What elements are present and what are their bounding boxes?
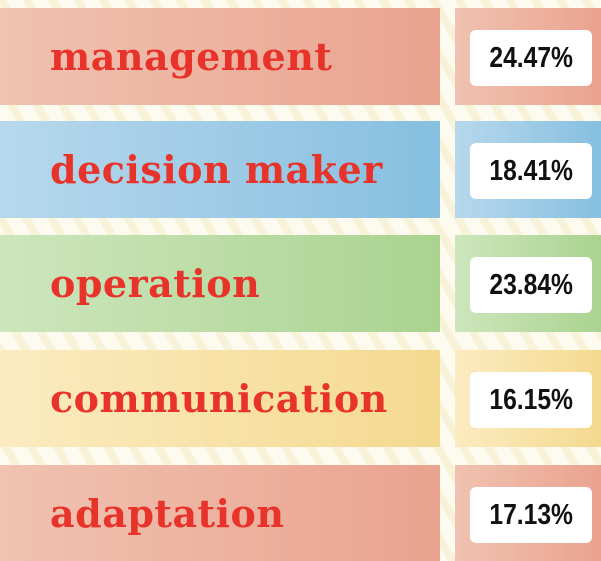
row: management 24.47% <box>0 8 601 105</box>
value-box: 24.47% <box>470 30 592 86</box>
row-label: management <box>50 34 333 79</box>
value-box: 18.41% <box>470 143 592 199</box>
value-box: 23.84% <box>470 257 592 313</box>
row-value: 17.13% <box>489 498 573 531</box>
label-band: operation <box>0 235 440 332</box>
label-band: adaptation <box>0 465 440 561</box>
value-band: 16.15% <box>455 350 601 447</box>
label-band: management <box>0 8 440 105</box>
value-box: 16.15% <box>470 372 592 428</box>
value-band: 17.13% <box>455 465 601 561</box>
label-band: communication <box>0 350 440 447</box>
row-value: 16.15% <box>489 383 573 416</box>
row-label: communication <box>50 376 388 421</box>
value-band: 24.47% <box>455 8 601 105</box>
row: decision maker 18.41% <box>0 121 601 218</box>
row: operation 23.84% <box>0 235 601 332</box>
value-band: 18.41% <box>455 121 601 218</box>
row: communication 16.15% <box>0 350 601 447</box>
row: adaptation 17.13% <box>0 465 601 561</box>
label-band: decision maker <box>0 121 440 218</box>
row-value: 23.84% <box>489 268 573 301</box>
value-box: 17.13% <box>470 487 592 543</box>
row-value: 24.47% <box>489 41 573 74</box>
row-value: 18.41% <box>489 154 573 187</box>
row-label: operation <box>50 261 261 306</box>
value-band: 23.84% <box>455 235 601 332</box>
row-label: decision maker <box>50 147 383 192</box>
row-label: adaptation <box>50 491 285 536</box>
